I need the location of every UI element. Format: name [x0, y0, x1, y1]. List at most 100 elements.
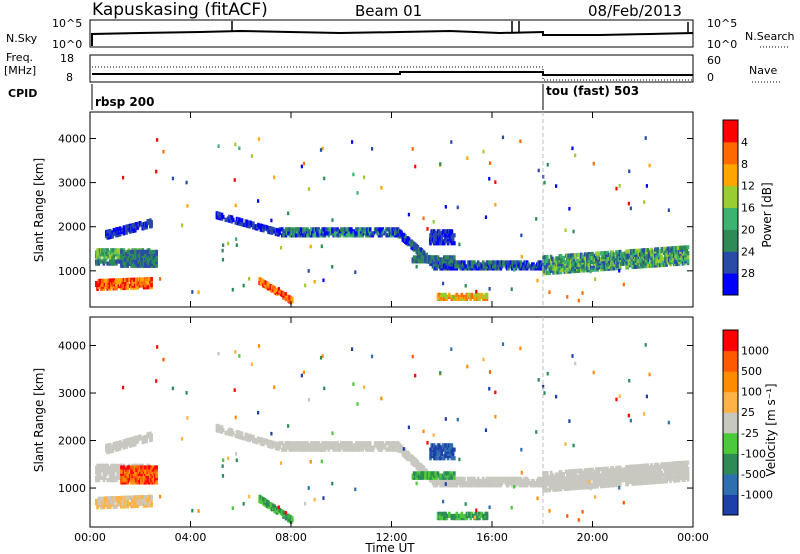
range-cell — [371, 447, 374, 452]
cpid-segment-2: tou (fast) 503 — [546, 84, 639, 98]
range-cell — [414, 373, 417, 378]
date-title: 08/Feb/2013 — [588, 2, 682, 20]
range-cell — [144, 467, 147, 472]
colorbar-tick-label: 500 — [741, 365, 762, 378]
range-cell — [273, 385, 276, 389]
range-cell — [238, 432, 241, 437]
range-cell — [137, 436, 141, 442]
range-cell — [523, 478, 527, 484]
range-cell — [130, 465, 133, 470]
range-cell — [434, 447, 437, 452]
range-cell — [422, 250, 426, 255]
range-cell — [440, 449, 444, 454]
range-cell — [455, 483, 459, 488]
range-cell — [546, 162, 549, 167]
range-cell — [158, 494, 162, 499]
range-cell — [395, 445, 398, 450]
range-cell — [120, 443, 123, 449]
range-cell — [441, 499, 445, 504]
range-cell — [155, 467, 158, 472]
range-cell — [450, 229, 454, 234]
range-cell — [435, 241, 439, 246]
range-cell — [150, 435, 153, 440]
range-cell — [444, 205, 447, 209]
range-cell — [331, 481, 334, 486]
nsky-label: N.Sky — [6, 32, 38, 45]
range-cell — [404, 233, 407, 239]
range-cell — [444, 511, 447, 516]
range-cell — [654, 479, 657, 485]
range-cell — [591, 251, 594, 257]
range-cell — [282, 512, 285, 517]
range-cell — [470, 483, 474, 488]
range-cell — [615, 186, 618, 191]
range-cell — [218, 211, 221, 217]
range-cell — [686, 251, 690, 256]
range-cell — [419, 466, 422, 472]
range-cell — [411, 147, 414, 151]
range-cell — [548, 509, 551, 513]
range-cell — [328, 441, 332, 446]
range-cell — [363, 175, 366, 180]
range-cell — [444, 447, 447, 452]
range-cell — [686, 466, 690, 472]
range-cell — [573, 253, 577, 258]
range-cell — [350, 347, 354, 351]
range-cell — [514, 478, 518, 484]
range-cell — [144, 501, 147, 506]
range-cell — [519, 346, 522, 351]
range-cell — [572, 443, 575, 448]
range-cell — [463, 260, 466, 265]
range-cell — [324, 441, 328, 446]
range-cell — [353, 447, 357, 452]
range-cell — [637, 472, 641, 477]
range-cell — [331, 265, 334, 269]
range-cell — [126, 480, 130, 485]
colorbar-cell — [723, 412, 738, 434]
range-cell — [350, 140, 354, 144]
range-cell — [106, 463, 109, 468]
range-cell — [555, 184, 558, 188]
range-cell — [628, 169, 631, 174]
range-cell — [484, 215, 488, 220]
range-cell — [643, 200, 646, 204]
range-cell — [361, 441, 364, 446]
colorbar-cell — [723, 371, 738, 393]
range-cell — [680, 245, 684, 250]
range-cell — [117, 502, 121, 507]
range-cell — [544, 481, 548, 487]
range-cell — [593, 469, 597, 474]
range-cell — [120, 249, 123, 254]
range-cell — [482, 149, 485, 154]
colorbar-tick-label: -1000 — [741, 488, 773, 501]
range-cell — [566, 295, 569, 299]
range-cell — [488, 478, 491, 484]
colorbar-cell — [723, 473, 738, 495]
range-cell — [171, 386, 175, 391]
range-cell — [648, 163, 651, 168]
range-cell — [137, 476, 141, 481]
range-cell — [102, 467, 106, 473]
range-cell — [227, 241, 230, 246]
range-cell — [102, 505, 106, 510]
range-cell — [252, 434, 255, 440]
range-cell — [348, 447, 352, 452]
range-cell — [667, 420, 670, 425]
range-cell — [488, 287, 491, 291]
x-tick-label: 16:00 — [476, 531, 508, 544]
range-cell — [622, 282, 625, 287]
range-cell — [432, 453, 436, 459]
range-cell — [115, 278, 118, 283]
nave-label: Nave — [749, 64, 777, 77]
range-cell — [515, 481, 519, 486]
range-cell — [645, 394, 648, 399]
range-cell — [292, 443, 295, 448]
range-cell — [117, 470, 121, 475]
range-cell — [294, 447, 298, 452]
range-cell — [465, 515, 469, 521]
range-cell — [151, 465, 155, 470]
range-cell — [302, 370, 306, 375]
range-cell — [121, 497, 125, 503]
velocity-cells — [95, 342, 690, 524]
